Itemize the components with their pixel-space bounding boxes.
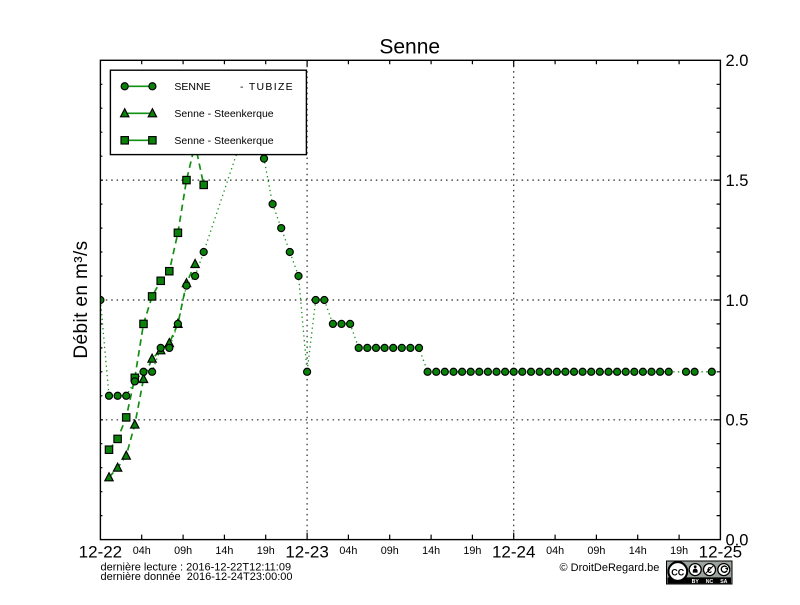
svg-text:0.5: 0.5	[726, 412, 749, 430]
svg-text:2.0: 2.0	[726, 52, 749, 70]
svg-text:Senne - Steenkerque: Senne - Steenkerque	[174, 135, 273, 147]
svg-text:04h: 04h	[133, 545, 151, 557]
svg-text:12-24: 12-24	[492, 543, 535, 562]
svg-text:14h: 14h	[215, 545, 233, 557]
svg-text:Senne - Steenkerque: Senne - Steenkerque	[174, 108, 273, 120]
svg-text:- TUBIZE: - TUBIZE	[240, 81, 294, 93]
svg-text:BY: BY	[692, 579, 700, 585]
svg-text:19h: 19h	[463, 545, 481, 557]
svg-text:dernière donnée 2016-12-24T23: dernière donnée 2016-12-24T23:00:00	[101, 571, 293, 583]
svg-text:19h: 19h	[670, 545, 688, 557]
svg-text:09h: 09h	[587, 545, 605, 557]
svg-text:© DroitDeRegard.be: © DroitDeRegard.be	[560, 562, 660, 574]
svg-text:1.5: 1.5	[726, 172, 749, 190]
svg-text:SENNE: SENNE	[174, 81, 210, 93]
svg-text:Débit en m³/s: Débit en m³/s	[71, 240, 92, 358]
svg-text:NC: NC	[706, 579, 714, 585]
svg-text:dernière lecture : 2016-12-22T: dernière lecture : 2016-12-22T12:11:09	[101, 561, 292, 573]
svg-text:1.0: 1.0	[726, 292, 749, 310]
svg-text:Senne: Senne	[379, 36, 440, 59]
svg-text:12-22: 12-22	[79, 543, 122, 562]
svg-text:12-23: 12-23	[285, 543, 328, 562]
svg-text:19h: 19h	[257, 545, 275, 557]
svg-text:04h: 04h	[546, 545, 564, 557]
svg-text:14h: 14h	[629, 545, 647, 557]
svg-text:09h: 09h	[174, 545, 192, 557]
svg-text:CC: CC	[671, 567, 684, 577]
svg-text:€: €	[707, 565, 712, 575]
svg-text:12-25: 12-25	[699, 543, 742, 562]
svg-text:14h: 14h	[422, 545, 440, 557]
svg-text:04h: 04h	[339, 545, 357, 557]
svg-text:0.0: 0.0	[726, 531, 749, 549]
svg-text:SA: SA	[720, 579, 727, 585]
svg-text:09h: 09h	[381, 545, 399, 557]
